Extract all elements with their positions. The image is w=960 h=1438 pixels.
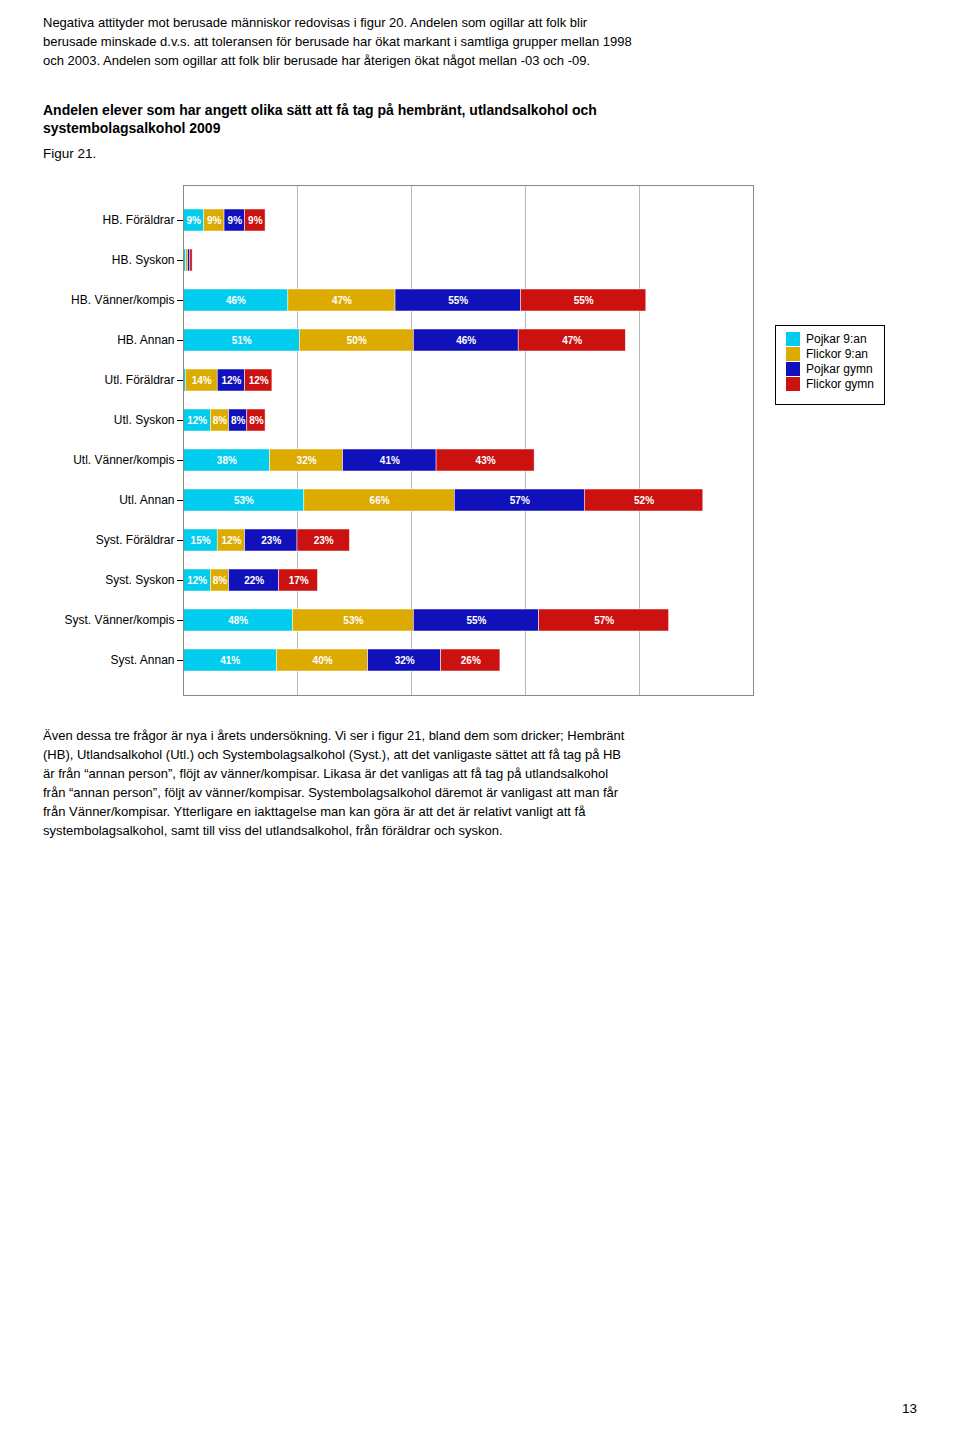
svg-text:52%: 52% (634, 495, 654, 506)
svg-text:8%: 8% (249, 415, 264, 426)
svg-text:HB. Vänner/kompis: HB. Vänner/kompis (71, 294, 174, 308)
html-text:Flickor 9:an: Flickor 9:an (806, 347, 868, 362)
svg-text:26%: 26% (461, 655, 481, 666)
svg-text:Utl. Vänner/kompis: Utl. Vänner/kompis (73, 454, 174, 468)
svg-text:9%: 9% (248, 215, 263, 226)
svg-text:48%: 48% (228, 615, 248, 626)
svg-text:55%: 55% (448, 295, 468, 306)
svg-text:HB. Annan: HB. Annan (117, 334, 174, 348)
svg-text:Utl. Föräldrar: Utl. Föräldrar (104, 374, 174, 388)
svg-text:9%: 9% (228, 215, 243, 226)
svg-text:12%: 12% (249, 375, 269, 386)
svg-text:8%: 8% (213, 575, 228, 586)
svg-text:32%: 32% (395, 655, 415, 666)
svg-text:50%: 50% (347, 335, 367, 346)
svg-text:53%: 53% (343, 615, 363, 626)
svg-text:23%: 23% (261, 535, 281, 546)
svg-text:38%: 38% (217, 455, 237, 466)
svg-text:55%: 55% (466, 615, 486, 626)
svg-text:55%: 55% (574, 295, 594, 306)
svg-text:8%: 8% (213, 415, 228, 426)
svg-text:Syst. Vänner/kompis: Syst. Vänner/kompis (64, 614, 174, 628)
svg-text:47%: 47% (562, 335, 582, 346)
html-text:13: 13 (902, 1401, 917, 1416)
svg-text:12%: 12% (187, 415, 207, 426)
svg-text:23%: 23% (314, 535, 334, 546)
svg-text:51%: 51% (232, 335, 252, 346)
svg-text:57%: 57% (510, 495, 530, 506)
svg-text:HB. Föräldrar: HB. Föräldrar (102, 214, 174, 228)
html-text:Figur 21.: Figur 21. (43, 146, 97, 162)
svg-text:66%: 66% (370, 495, 390, 506)
html-text:Även dessa tre frågor är nya i: Även dessa tre frågor är nya i årets und… (43, 728, 625, 838)
svg-text:46%: 46% (226, 295, 246, 306)
svg-text:57%: 57% (594, 615, 614, 626)
html-text:Pojkar gymn: Pojkar gymn (806, 362, 873, 377)
html-text:Andelen elever som har angett: Andelen elever som har angett olika sätt… (43, 101, 597, 137)
svg-text:HB. Syskon: HB. Syskon (112, 254, 175, 268)
svg-text:17%: 17% (289, 575, 309, 586)
svg-text:22%: 22% (244, 575, 264, 586)
svg-text:47%: 47% (332, 295, 352, 306)
svg-text:15%: 15% (191, 535, 211, 546)
svg-text:41%: 41% (220, 655, 240, 666)
svg-text:Syst. Syskon: Syst. Syskon (105, 574, 174, 588)
svg-text:43%: 43% (476, 455, 496, 466)
svg-text:8%: 8% (231, 415, 246, 426)
svg-text:Syst. Annan: Syst. Annan (110, 654, 174, 668)
svg-text:9%: 9% (207, 215, 222, 226)
svg-text:12%: 12% (187, 575, 207, 586)
svg-text:53%: 53% (234, 495, 254, 506)
svg-text:41%: 41% (380, 455, 400, 466)
html-text:Negativa attityder mot berusad: Negativa attityder mot berusade människo… (43, 15, 632, 68)
svg-text:Utl. Syskon: Utl. Syskon (114, 414, 175, 428)
svg-text:Syst. Föräldrar: Syst. Föräldrar (96, 534, 175, 548)
svg-text:32%: 32% (297, 455, 317, 466)
svg-text:9%: 9% (187, 215, 202, 226)
html-text:Pojkar 9:an: Pojkar 9:an (806, 332, 867, 347)
svg-text:40%: 40% (313, 655, 333, 666)
svg-text:Utl. Annan: Utl. Annan (119, 494, 174, 508)
svg-text:46%: 46% (456, 335, 476, 346)
svg-text:12%: 12% (221, 375, 241, 386)
svg-text:12%: 12% (221, 535, 241, 546)
svg-text:14%: 14% (192, 375, 212, 386)
html-text:Flickor gymn: Flickor gymn (806, 377, 874, 392)
